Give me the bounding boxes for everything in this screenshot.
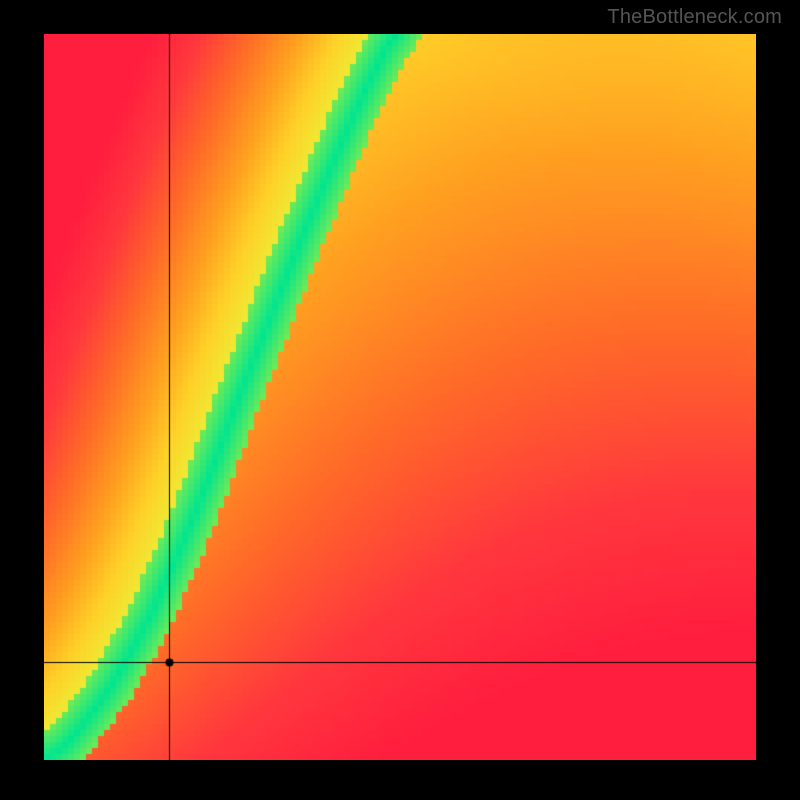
heatmap-canvas	[44, 34, 756, 760]
heatmap-chart	[44, 34, 756, 760]
watermark-text: TheBottleneck.com	[607, 6, 782, 29]
